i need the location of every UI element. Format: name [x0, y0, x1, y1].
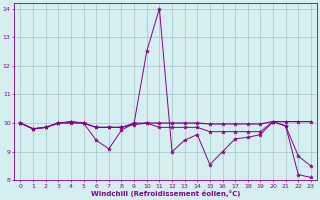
X-axis label: Windchill (Refroidissement éolien,°C): Windchill (Refroidissement éolien,°C) — [91, 190, 240, 197]
